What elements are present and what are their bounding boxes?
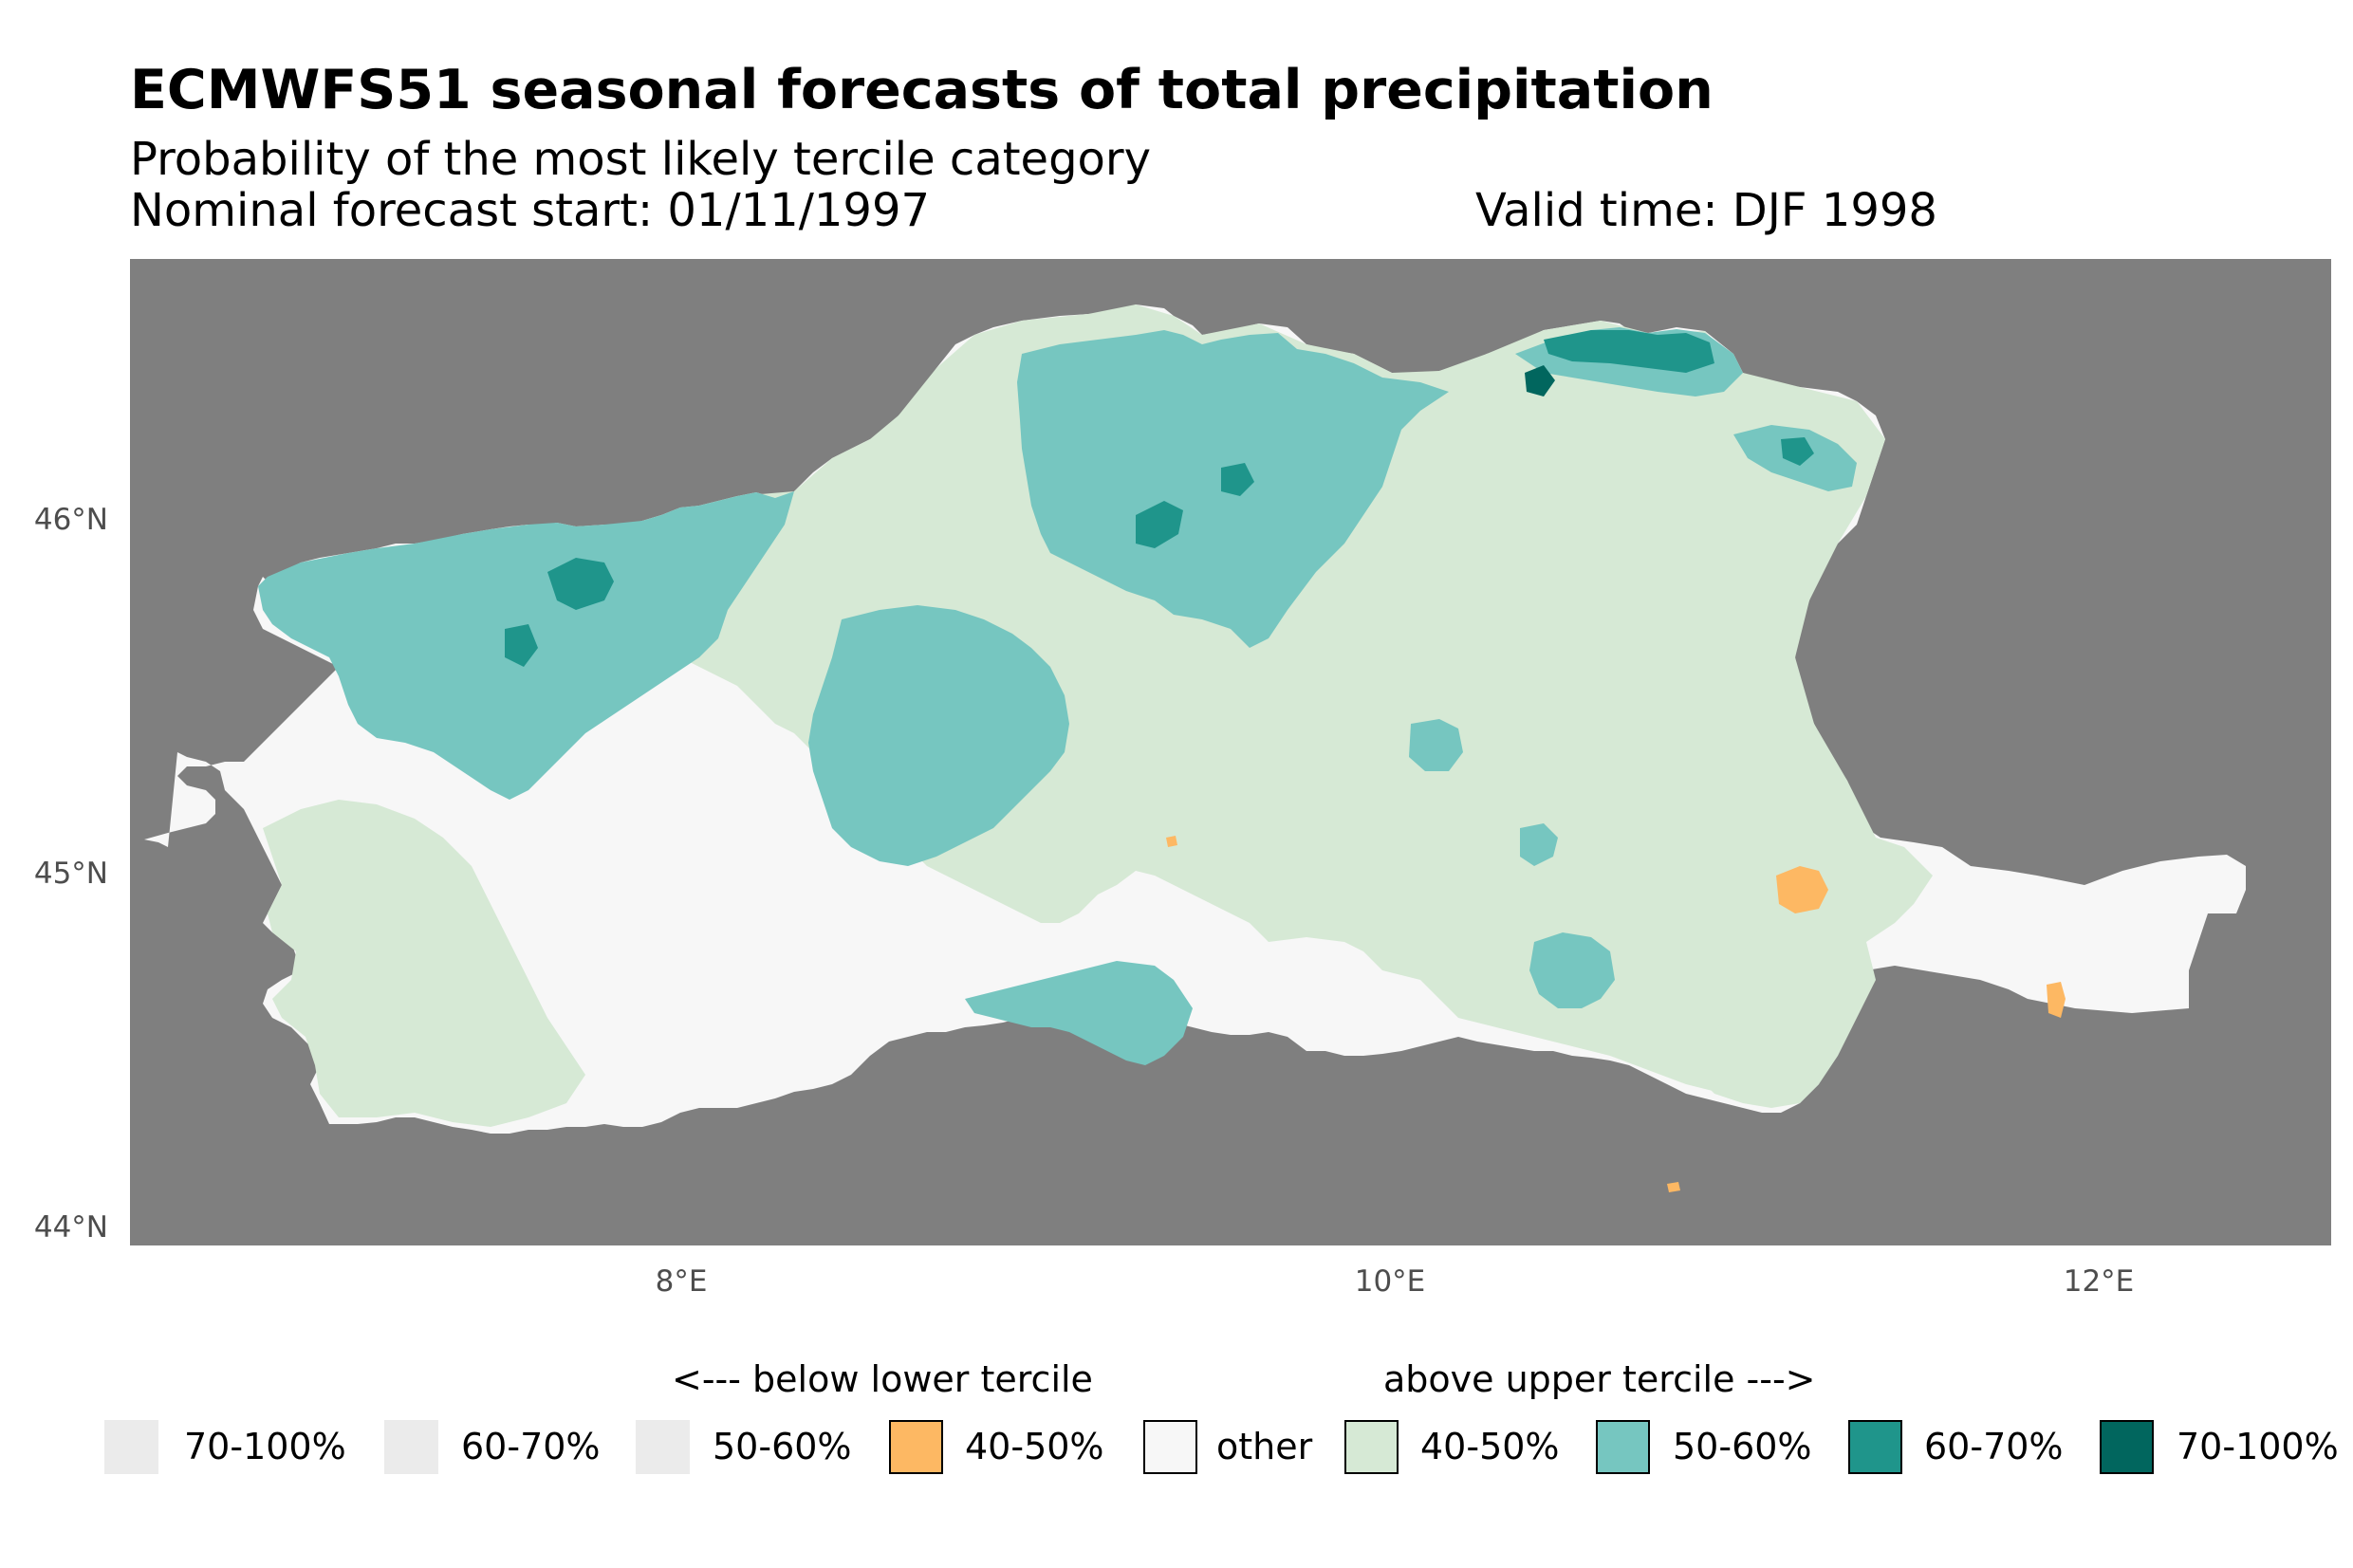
region-above-50-60-south: [965, 961, 1193, 1065]
region-below-40-50-d: [1667, 1182, 1680, 1192]
legend-label-above-70-100: 70-100%: [2177, 1426, 2339, 1467]
y-tick-label-44: 44°N: [33, 1210, 108, 1245]
legend-label-above-60-70: 60-70%: [1924, 1426, 2064, 1467]
legend-label-below-70-100: 70-100%: [184, 1426, 346, 1467]
legend-label-below-50-60: 50-60%: [713, 1426, 852, 1467]
region-above-60-70-e: [1221, 463, 1254, 496]
region-below-40-50-a: [1776, 866, 1828, 913]
region-above-50-60-east-spot: [1409, 719, 1463, 771]
legend-key-above-50-60: [1596, 1420, 1650, 1474]
legend-key-below-60-70: [384, 1420, 438, 1474]
region-above-60-70-a: [547, 558, 614, 610]
legend-below-caption: <--- below lower tercile: [672, 1358, 1093, 1400]
region-above-40-50-east: [1695, 913, 1876, 1108]
region-above-50-60-east-spot2: [1520, 823, 1558, 866]
x-tick-label-10: 10°E: [1354, 1264, 1426, 1299]
legend-label-above-40-50: 40-50%: [1420, 1426, 1560, 1467]
region-above-60-70-c: [1136, 501, 1183, 548]
region-above-60-70-b: [505, 624, 538, 667]
region-above-40-50-west: [263, 800, 585, 1127]
region-above-60-70-f: [1781, 437, 1814, 466]
legend-key-below-40-50: [889, 1420, 943, 1474]
region-above-60-70-d: [1544, 330, 1714, 373]
region-above-50-60-center: [808, 605, 1069, 866]
legend-key-above-70-100: [2100, 1420, 2154, 1474]
legend-key-above-40-50: [1344, 1420, 1399, 1474]
x-tick-label-12: 12°E: [2063, 1264, 2135, 1299]
legend-label-below-60-70: 60-70%: [461, 1426, 601, 1467]
legend-label-above-50-60: 50-60%: [1673, 1426, 1812, 1467]
map-title: ECMWFS51 seasonal forecasts of total pre…: [130, 59, 1714, 121]
y-tick-label-46: 46°N: [33, 503, 108, 537]
legend-key-below-70-100: [104, 1420, 158, 1474]
legend-key-above-60-70: [1848, 1420, 1902, 1474]
forecast-start: Nominal forecast start: 01/11/1997: [130, 184, 931, 237]
y-tick-label-45: 45°N: [33, 857, 108, 891]
legend-above-caption: above upper tercile --->: [1383, 1358, 1816, 1400]
legend-key-other: [1143, 1420, 1197, 1474]
valid-time: Valid time: DJF 1998: [1475, 184, 1937, 237]
legend-key-below-50-60: [636, 1420, 690, 1474]
region-below-40-50-c: [1166, 836, 1177, 847]
x-tick-label-8: 8°E: [655, 1264, 708, 1299]
precipitation-map: [130, 259, 2331, 1245]
region-above-40-50: [491, 304, 1933, 1098]
region-below-40-50-b: [2047, 982, 2066, 1018]
region-above-70-100: [1525, 365, 1555, 397]
legend-label-other: other: [1216, 1426, 1313, 1467]
region-above-50-60-southeast: [1529, 932, 1615, 1008]
map-subtitle: Probability of the most likely tercile c…: [130, 133, 1152, 186]
legend-label-below-40-50: 40-50%: [965, 1426, 1104, 1467]
